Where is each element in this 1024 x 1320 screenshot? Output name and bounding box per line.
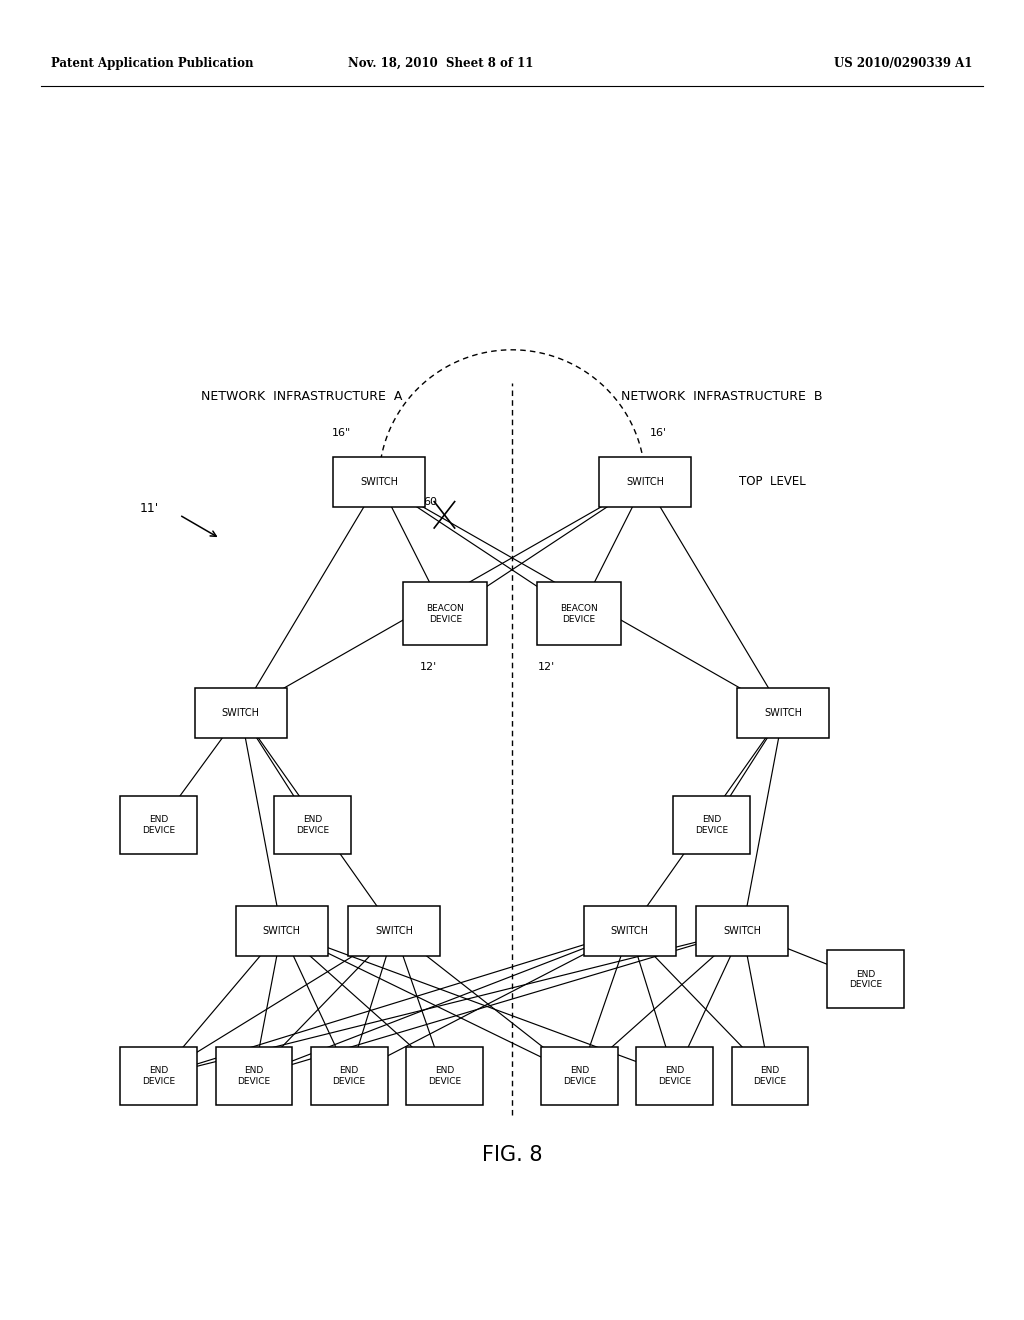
Text: 12': 12' <box>539 661 555 672</box>
Text: 12': 12' <box>420 661 436 672</box>
Text: NETWORK  INFRASTRUCTURE  B: NETWORK INFRASTRUCTURE B <box>622 389 822 403</box>
Text: SWITCH: SWITCH <box>375 925 414 936</box>
Bar <box>195 688 287 738</box>
Bar <box>121 1047 197 1105</box>
Text: SWITCH: SWITCH <box>359 477 398 487</box>
Text: TOP  LEVEL: TOP LEVEL <box>739 475 806 488</box>
Text: SWITCH: SWITCH <box>723 925 762 936</box>
Text: END
DEVICE: END DEVICE <box>695 816 728 834</box>
Text: END
DEVICE: END DEVICE <box>238 1067 270 1085</box>
Bar <box>637 1047 713 1105</box>
Text: 11': 11' <box>139 502 159 515</box>
Bar <box>311 1047 388 1105</box>
Bar <box>731 1047 809 1105</box>
Bar <box>333 457 425 507</box>
Text: END
DEVICE: END DEVICE <box>333 1067 366 1085</box>
Bar <box>541 1047 617 1105</box>
Bar <box>696 906 788 956</box>
Text: 60: 60 <box>423 496 437 507</box>
Bar <box>737 688 829 738</box>
Text: SWITCH: SWITCH <box>610 925 649 936</box>
Bar <box>215 1047 293 1105</box>
Bar <box>236 906 328 956</box>
Text: 16": 16" <box>332 428 350 438</box>
Text: 16': 16' <box>650 428 668 438</box>
Text: END
DEVICE: END DEVICE <box>142 1067 175 1085</box>
Text: END
DEVICE: END DEVICE <box>142 816 175 834</box>
Bar <box>403 582 487 645</box>
Bar <box>121 796 197 854</box>
Text: SWITCH: SWITCH <box>262 925 301 936</box>
Text: Nov. 18, 2010  Sheet 8 of 11: Nov. 18, 2010 Sheet 8 of 11 <box>347 57 534 70</box>
Bar <box>406 1047 483 1105</box>
Bar <box>348 906 440 956</box>
Text: SWITCH: SWITCH <box>764 708 803 718</box>
Text: END
DEVICE: END DEVICE <box>563 1067 596 1085</box>
Bar <box>674 796 750 854</box>
Text: END
DEVICE: END DEVICE <box>428 1067 461 1085</box>
Bar <box>274 796 350 854</box>
Text: END
DEVICE: END DEVICE <box>296 816 329 834</box>
Text: NETWORK  INFRASTRUCTURE  A: NETWORK INFRASTRUCTURE A <box>202 389 402 403</box>
Text: US 2010/0290339 A1: US 2010/0290339 A1 <box>835 57 973 70</box>
Bar <box>537 582 621 645</box>
Bar <box>827 950 903 1008</box>
Text: BEACON
DEVICE: BEACON DEVICE <box>560 605 597 623</box>
Bar <box>584 906 676 956</box>
Text: END
DEVICE: END DEVICE <box>849 970 882 989</box>
Text: END
DEVICE: END DEVICE <box>658 1067 691 1085</box>
Text: SWITCH: SWITCH <box>221 708 260 718</box>
Text: Patent Application Publication: Patent Application Publication <box>51 57 254 70</box>
Text: FIG. 8: FIG. 8 <box>481 1144 543 1166</box>
Text: END
DEVICE: END DEVICE <box>754 1067 786 1085</box>
Text: BEACON
DEVICE: BEACON DEVICE <box>427 605 464 623</box>
Bar <box>599 457 691 507</box>
Text: SWITCH: SWITCH <box>626 477 665 487</box>
